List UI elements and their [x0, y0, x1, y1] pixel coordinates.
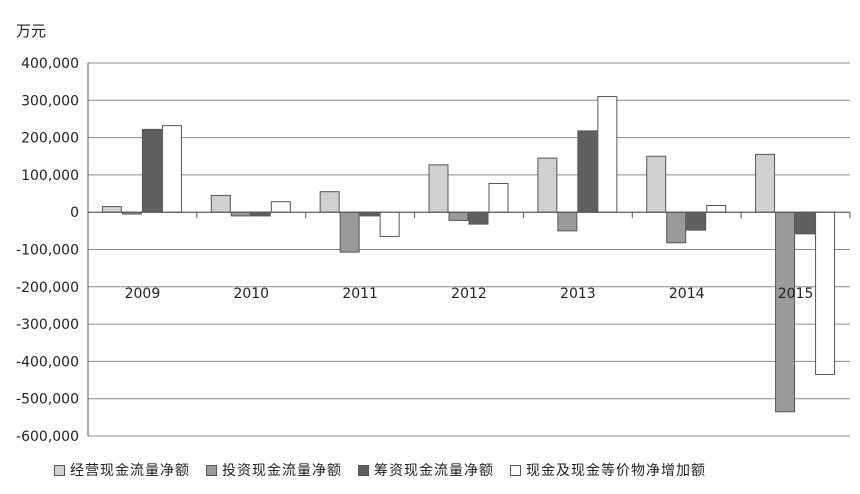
y-tick-label: -300,000	[16, 317, 79, 333]
bar	[448, 211, 469, 221]
bar	[230, 211, 251, 217]
bar	[488, 182, 509, 213]
bar	[577, 130, 598, 213]
legend-label: 经营现金流量净额	[70, 463, 190, 479]
bar	[141, 128, 162, 213]
x-axis-tick-labels: 2009 2010 2011 2012 2013 2014 2015	[125, 286, 814, 302]
legend-swatch	[510, 464, 521, 476]
y-tick-label: -600,000	[16, 429, 79, 445]
x-tick-label: 2012	[451, 286, 487, 302]
y-tick-label: 100,000	[21, 168, 79, 184]
bar	[686, 211, 707, 231]
legend-label: 筹资现金流量净额	[374, 463, 494, 479]
bar	[755, 153, 776, 213]
bar	[339, 211, 360, 253]
y-tick-label: -400,000	[16, 354, 79, 370]
legend-item: 投资现金流量净额	[206, 460, 342, 480]
x-tick-label: 2011	[342, 286, 378, 302]
legend-swatch	[206, 464, 217, 476]
bar	[706, 204, 727, 213]
bar	[319, 191, 340, 213]
bar	[597, 96, 618, 213]
y-axis-tick-labels: 400,000 300,000 200,000 100,000 0 -100,000 -20…	[16, 56, 79, 445]
legend-swatch	[54, 464, 65, 476]
y-tick-label: 300,000	[21, 93, 79, 109]
y-tick-label: -500,000	[16, 392, 79, 408]
bar	[101, 206, 122, 213]
legend-label: 现金及现金等价物净增加额	[526, 463, 706, 479]
bar	[250, 211, 271, 217]
bar	[646, 155, 667, 213]
bar	[161, 125, 182, 213]
legend-swatch	[358, 464, 369, 476]
bar	[359, 211, 380, 217]
legend-item: 经营现金流量净额	[54, 460, 190, 480]
legend-label: 投资现金流量净额	[222, 463, 342, 479]
y-tick-label: 200,000	[21, 131, 79, 147]
x-tick-label: 2010	[233, 286, 269, 302]
bar	[270, 201, 291, 213]
y-tick-label: 400,000	[21, 56, 79, 72]
bars	[101, 96, 836, 413]
y-tick-label: 0	[70, 205, 79, 221]
legend: 经营现金流量净额 投资现金流量净额 筹资现金流量净额 现金及现金等价物净增加额	[54, 460, 706, 480]
legend-item: 筹资现金流量净额	[358, 460, 494, 480]
bar	[557, 211, 578, 232]
bar	[537, 157, 558, 213]
x-tick-label: 2013	[560, 286, 596, 302]
x-tick-label: 2015	[778, 286, 814, 302]
bar	[815, 211, 836, 375]
y-tick-label: -200,000	[16, 280, 79, 296]
y-unit-label: 万元	[16, 22, 46, 40]
bar	[468, 211, 489, 225]
axes	[87, 63, 851, 436]
bar	[666, 211, 687, 244]
bar	[210, 194, 231, 213]
gridlines	[88, 62, 850, 437]
bar	[428, 164, 449, 213]
bar	[379, 211, 400, 237]
x-tick-label: 2014	[669, 286, 705, 302]
x-tick-label: 2009	[125, 286, 161, 302]
bar	[795, 211, 816, 235]
bar	[775, 211, 796, 413]
legend-item: 现金及现金等价物净增加额	[510, 460, 706, 480]
y-tick-label: -100,000	[16, 243, 79, 259]
